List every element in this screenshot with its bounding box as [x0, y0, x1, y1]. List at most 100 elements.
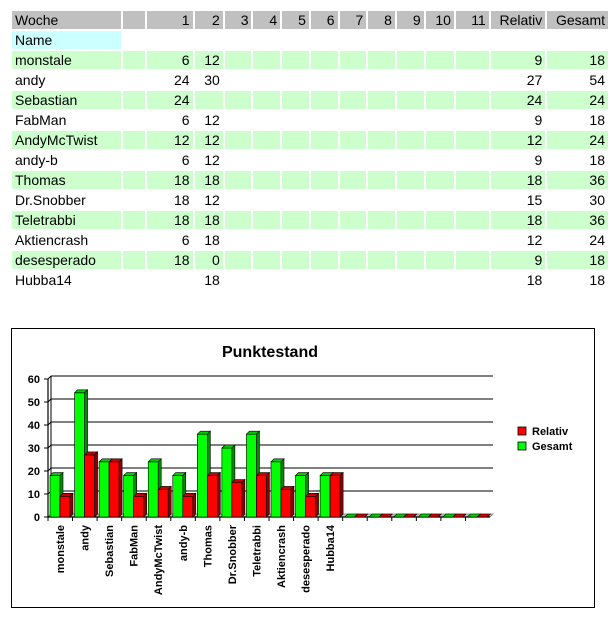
week-11-cell — [455, 131, 489, 149]
week-5-cell — [282, 91, 309, 109]
x-tick-label: andy — [80, 524, 92, 551]
week-6-cell — [310, 131, 338, 149]
player-name-cell: monstale — [12, 51, 121, 69]
bar-relativ — [231, 482, 243, 518]
week-7-cell — [339, 51, 367, 69]
empty-cell — [122, 211, 145, 229]
player-name-cell: Hubba14 — [15, 272, 72, 288]
bar-gesamt — [319, 475, 331, 518]
empty-cell — [122, 131, 145, 149]
week-8-cell — [368, 91, 395, 109]
week-2-cell: 0 — [194, 251, 223, 269]
bar-relativ-side — [192, 492, 197, 518]
relativ-cell: 18 — [490, 211, 546, 229]
week-5-cell — [282, 71, 309, 89]
x-tick-label: Hubba14 — [325, 524, 337, 571]
legend-label: Gesamt — [532, 441, 573, 453]
week-3-cell — [224, 211, 252, 229]
week-3-cell — [225, 151, 252, 169]
week-9-cell — [397, 151, 424, 169]
week-3-cell — [225, 231, 252, 249]
gesamt-cell: 24 — [547, 131, 608, 149]
week-1-cell: 18 — [146, 171, 193, 189]
legend-swatch — [517, 426, 527, 436]
week-4-cell — [253, 91, 281, 109]
week-11-cell — [455, 91, 489, 109]
gesamt-cell: 54 — [589, 72, 605, 88]
week-7-cell — [340, 191, 367, 209]
header-cell: 8 — [368, 11, 395, 29]
table-row: Thomas 18 18 18 36 — [12, 171, 608, 189]
week-8-cell — [368, 271, 395, 289]
week-6-cell — [310, 211, 338, 229]
week-3-cell — [225, 111, 252, 129]
x-tick-label: AndyMcTwist — [153, 525, 165, 595]
table-row: desesperado 18 0 9 18 — [12, 251, 608, 269]
week-11-cell — [456, 71, 489, 89]
y-tick-label: 10 — [28, 489, 40, 501]
player-name-cell: Dr.Snobber — [15, 192, 86, 208]
empty-cell — [225, 31, 252, 49]
week-8-cell — [368, 111, 395, 129]
table-row: andy-b 6 12 9 18 — [12, 151, 608, 169]
table-row: monstale 6 12 9 18 — [12, 51, 608, 69]
week-4-cell — [253, 151, 280, 169]
relativ-cell: 24 — [490, 91, 546, 109]
week-10-cell — [425, 251, 454, 269]
week-2-cell: 18 — [204, 272, 220, 288]
week-6-cell — [311, 71, 338, 89]
bar-relativ-side — [290, 485, 295, 518]
x-tick-label: Aktiencrash — [276, 525, 288, 588]
empty-cell — [122, 251, 145, 269]
week-2-cell: 18 — [204, 232, 220, 248]
empty-cell — [368, 31, 395, 49]
week-6-cell — [311, 151, 338, 169]
week-1-cell — [147, 271, 193, 289]
y-tick-label: 40 — [28, 420, 40, 432]
header-cell: 6 — [310, 11, 338, 29]
gesamt-cell: 18 — [589, 112, 605, 128]
week-9-cell — [396, 91, 424, 109]
week-4-cell — [253, 51, 281, 69]
bar-relativ-side — [487, 513, 491, 518]
week-6-cell — [310, 171, 338, 189]
week-11-cell — [455, 51, 489, 69]
week-11-cell — [456, 111, 489, 129]
week-3-cell — [225, 191, 252, 209]
week-6-cell — [311, 271, 338, 289]
week-8-cell — [368, 171, 395, 189]
week-6-cell — [311, 111, 338, 129]
week-4-cell — [253, 191, 280, 209]
relativ-cell: 27 — [526, 72, 543, 88]
week-4-cell — [253, 111, 280, 129]
header-cell: 10 — [425, 11, 454, 29]
legend-swatch — [517, 441, 527, 451]
empty-cell — [123, 111, 145, 129]
week-8-cell — [368, 51, 395, 69]
y-tick-label: 30 — [28, 443, 40, 455]
relativ-cell: 9 — [534, 112, 543, 128]
bar-relativ-side — [266, 471, 270, 518]
empty-cell — [123, 191, 145, 209]
header-cell: Gesamt — [547, 11, 608, 29]
week-10-cell — [425, 51, 454, 69]
bar-relativ-side — [167, 485, 172, 518]
player-name-cell: AndyMcTwist — [12, 131, 121, 149]
empty-cell — [397, 31, 424, 49]
header-cell: 3 — [224, 11, 252, 29]
gesamt-cell: 18 — [589, 272, 605, 288]
player-name-cell: andy — [15, 72, 46, 88]
week-5-cell — [282, 131, 309, 149]
header-cell: 1 — [146, 11, 193, 29]
bar-gesamt — [295, 475, 306, 518]
header-cell: Woche — [12, 11, 121, 29]
week-11-cell — [455, 211, 489, 229]
chart-panel: Punktestand 0 10 20 30 40 50 60 monstale andy Seba… — [11, 328, 595, 608]
empty-cell — [123, 31, 145, 49]
week-7-cell — [340, 231, 367, 249]
empty-cell — [147, 31, 193, 49]
relativ-cell: 15 — [526, 192, 543, 208]
week-8-cell — [368, 251, 395, 269]
header-cell: 2 — [194, 11, 223, 29]
week-5-cell — [282, 51, 309, 69]
